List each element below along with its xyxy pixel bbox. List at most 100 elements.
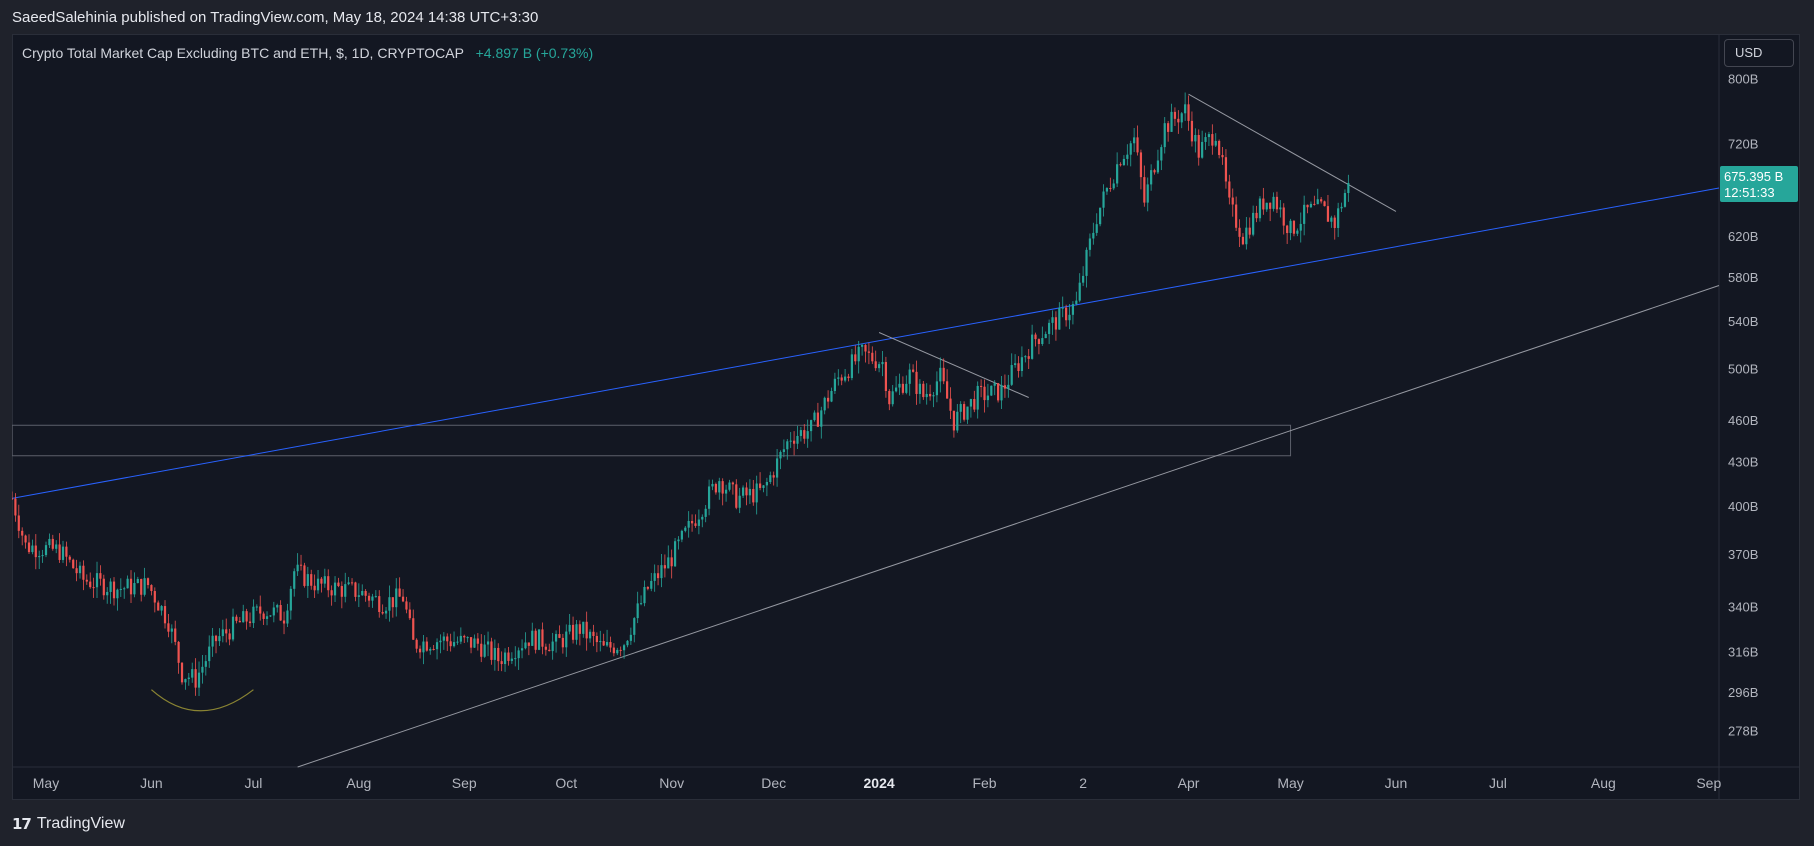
y-tick-label: 430B bbox=[1728, 454, 1758, 469]
candle-body bbox=[418, 648, 422, 653]
symbol-legend: Crypto Total Market Cap Excluding BTC an… bbox=[22, 45, 593, 61]
candle-body bbox=[316, 578, 320, 591]
candle-body bbox=[959, 404, 962, 412]
candle-body bbox=[752, 488, 755, 503]
candle-body bbox=[929, 393, 932, 397]
candle-body bbox=[299, 564, 303, 566]
candle-body bbox=[99, 573, 102, 579]
candle-body bbox=[565, 631, 568, 648]
candle-body bbox=[1184, 104, 1187, 114]
candle-body bbox=[711, 483, 714, 487]
candle-body bbox=[1347, 183, 1350, 194]
candle-body bbox=[986, 395, 990, 401]
candle-body bbox=[765, 482, 768, 486]
candle-body bbox=[153, 591, 156, 603]
candle-body bbox=[758, 483, 762, 488]
candle-body bbox=[1248, 227, 1251, 235]
candle-body bbox=[1163, 123, 1166, 148]
candle-body bbox=[1088, 238, 1092, 250]
candle-body bbox=[724, 489, 728, 494]
candle-body bbox=[14, 498, 17, 516]
candle-body bbox=[745, 487, 748, 496]
candle-body bbox=[112, 581, 116, 599]
candle-body bbox=[493, 647, 496, 660]
candle-body bbox=[500, 661, 503, 665]
candle-body bbox=[27, 542, 31, 553]
candle-body bbox=[864, 344, 867, 352]
candle-body bbox=[1320, 199, 1323, 202]
candle-body bbox=[558, 634, 561, 638]
candle-body bbox=[918, 383, 922, 394]
candle-body bbox=[684, 527, 687, 531]
candle-body bbox=[915, 371, 918, 394]
candle-body bbox=[109, 581, 112, 592]
candle-body bbox=[714, 483, 717, 493]
candle-body bbox=[1296, 230, 1299, 234]
candle-body bbox=[782, 449, 785, 452]
candle-body bbox=[116, 589, 119, 599]
candle-body bbox=[286, 610, 289, 624]
candle-body bbox=[891, 391, 894, 405]
candle-body bbox=[840, 377, 843, 381]
candle-body bbox=[990, 385, 993, 396]
candle-body bbox=[374, 596, 377, 598]
x-tick-label: Sep bbox=[1696, 775, 1721, 791]
candle-body bbox=[133, 583, 136, 595]
x-tick-label: Apr bbox=[1178, 775, 1200, 791]
candle-body bbox=[167, 623, 170, 632]
candle-body bbox=[595, 635, 598, 643]
candle-body bbox=[422, 641, 425, 653]
y-tick-label: 340B bbox=[1728, 599, 1758, 614]
candle-body bbox=[337, 582, 340, 587]
candle-body bbox=[272, 607, 275, 616]
candle-body bbox=[136, 578, 139, 584]
candle-body bbox=[667, 557, 670, 569]
candle-body bbox=[1282, 207, 1285, 226]
candle-body bbox=[792, 440, 796, 444]
candle-body bbox=[197, 672, 201, 688]
candle-body bbox=[878, 364, 881, 369]
candle-body bbox=[599, 641, 602, 643]
candle-body bbox=[1017, 363, 1020, 372]
candle-body bbox=[282, 620, 286, 624]
candle-body bbox=[1129, 143, 1132, 155]
candle-body bbox=[1187, 104, 1190, 121]
candle-body bbox=[1238, 227, 1241, 237]
candle-body bbox=[932, 395, 935, 397]
candle-body bbox=[1323, 201, 1326, 207]
currency-button[interactable]: USD bbox=[1724, 39, 1794, 67]
symbol-title[interactable]: Crypto Total Market Cap Excluding BTC an… bbox=[22, 45, 464, 61]
candle-body bbox=[58, 544, 61, 560]
candle-body bbox=[1221, 155, 1224, 158]
candle-body bbox=[592, 631, 595, 636]
candle-body bbox=[1201, 141, 1204, 158]
wedge-trendline bbox=[878, 332, 1029, 398]
candle-body bbox=[1235, 204, 1238, 228]
candle-body bbox=[551, 641, 554, 652]
candle-body bbox=[605, 642, 609, 646]
candle-body bbox=[680, 530, 683, 540]
candle-body bbox=[1007, 384, 1010, 389]
candle-body bbox=[901, 383, 905, 393]
candle-body bbox=[1343, 193, 1347, 207]
candle-body bbox=[480, 643, 483, 657]
candle-body bbox=[313, 585, 316, 591]
candle-body bbox=[55, 544, 58, 549]
tradingview-logo[interactable]: 𝟭𝟳 TradingView bbox=[12, 815, 125, 833]
candle-body bbox=[1286, 225, 1289, 234]
price-chart[interactable]: 800B 720B 620B 580B 540B 500B 460B 430B 400B 370B… bbox=[12, 34, 1800, 800]
candle-body bbox=[653, 573, 656, 581]
candle-body bbox=[1306, 204, 1309, 208]
candle-body bbox=[1031, 334, 1034, 359]
candle-body bbox=[694, 523, 697, 526]
candle-body bbox=[225, 629, 228, 634]
candle-body bbox=[704, 508, 707, 517]
candle-body bbox=[1326, 206, 1330, 222]
candle-body bbox=[609, 642, 612, 648]
candle-body bbox=[320, 578, 323, 584]
candle-body bbox=[850, 354, 853, 379]
y-tick-label: 500B bbox=[1728, 361, 1758, 376]
candle-body bbox=[895, 387, 898, 392]
candle-body bbox=[816, 412, 819, 427]
candle-body bbox=[548, 649, 551, 652]
